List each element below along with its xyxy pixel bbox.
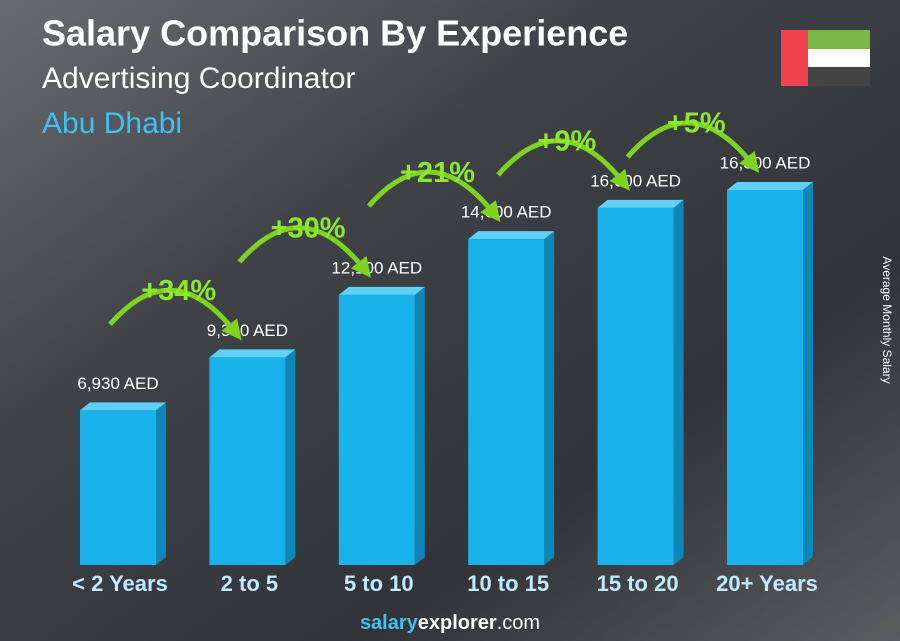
bar-top xyxy=(727,182,813,190)
value-label: 9,300 AED xyxy=(207,321,288,340)
bar xyxy=(727,190,803,565)
change-arrow xyxy=(237,225,371,278)
y-axis-label: Average Monthly Salary xyxy=(880,256,894,383)
chart-title: Salary Comparison By Experience xyxy=(42,13,628,54)
change-arrow xyxy=(625,120,760,173)
change-label: +34% xyxy=(141,275,216,307)
value-label: 12,100 AED xyxy=(331,258,422,277)
bar-top xyxy=(597,199,684,208)
x-tick-label: 5 to 10 xyxy=(344,571,414,596)
footer-part: explorer xyxy=(418,612,497,634)
footer-part: .com xyxy=(497,612,540,634)
bar xyxy=(209,357,286,565)
change-label: +5% xyxy=(667,108,726,140)
x-tick-label: 20+ Years xyxy=(716,571,818,596)
change-arrow xyxy=(496,138,630,191)
change-arrow xyxy=(108,287,242,341)
bar xyxy=(597,207,674,565)
bar xyxy=(80,410,156,565)
value-label: 14,600 AED xyxy=(461,203,552,222)
bar-side xyxy=(285,349,296,565)
change-label: +30% xyxy=(271,213,346,245)
bar-side xyxy=(673,199,684,565)
bar-top xyxy=(468,231,555,240)
change-arrow xyxy=(366,169,501,222)
change-label: +21% xyxy=(400,157,475,189)
bar-side xyxy=(414,286,425,565)
bar-side xyxy=(156,402,166,565)
bar-top xyxy=(209,349,296,358)
bar-top xyxy=(80,402,166,411)
bar xyxy=(468,239,545,565)
x-tick-label: 15 to 20 xyxy=(597,571,679,596)
x-tick-label: 2 to 5 xyxy=(221,571,278,596)
bar-side xyxy=(803,182,813,565)
subtitle: Advertising Coordinator xyxy=(42,62,356,95)
bar-top xyxy=(338,286,425,295)
location: Abu Dhabi xyxy=(42,107,182,140)
bar-side xyxy=(544,231,555,565)
footer: salaryexplorer.com xyxy=(360,612,540,634)
flag xyxy=(781,30,870,86)
value-label: 16,000 AED xyxy=(590,171,681,190)
footer-part: salary xyxy=(360,612,419,634)
change-label: +9% xyxy=(537,126,596,158)
x-tick-label: 10 to 15 xyxy=(467,571,549,596)
bar xyxy=(338,294,415,565)
value-label: 6,930 AED xyxy=(77,374,158,393)
value-label: 16,800 AED xyxy=(720,153,811,172)
x-tick-label: < 2 Years xyxy=(72,571,168,596)
